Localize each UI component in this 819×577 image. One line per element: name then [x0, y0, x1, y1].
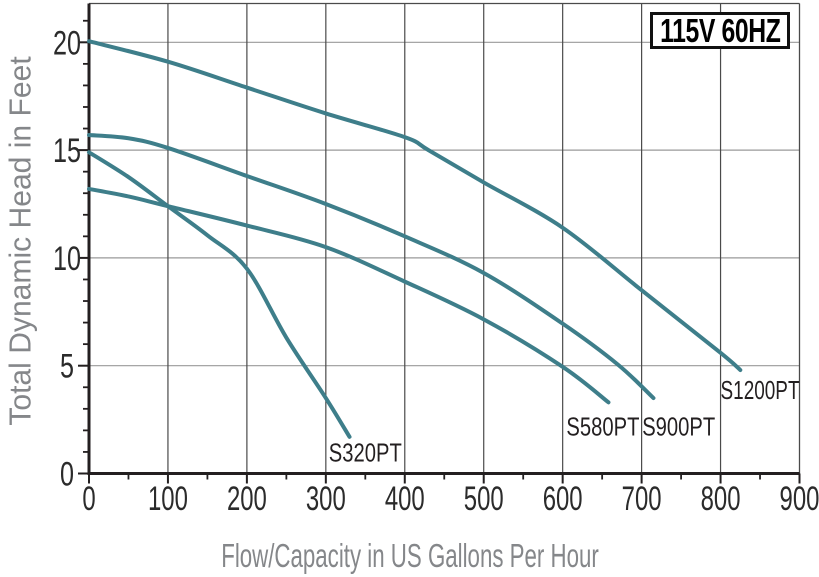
y-tick-label: 5: [60, 348, 74, 386]
y-tick-label: 10: [53, 240, 81, 278]
x-tick-label: 100: [148, 480, 188, 518]
pump-curve-S900PT: [87, 133, 656, 401]
x-tick-label: 700: [622, 480, 662, 518]
y-tick-label: 20: [53, 24, 81, 62]
curve-label-S900PT: S900PT: [642, 412, 715, 442]
pump-curve-S320PT: [87, 150, 352, 439]
x-tick-label: 300: [306, 480, 346, 518]
x-tick-label: 0: [82, 480, 95, 518]
x-tick-label: 600: [543, 480, 583, 518]
y-tick-label: 15: [53, 132, 81, 170]
voltage-frequency-label: 115V 60HZ: [659, 12, 781, 49]
curve-label-S1200PT: S1200PT: [721, 375, 800, 405]
x-axis-title: Flow/Capacity in US Gallons Per Hour: [221, 537, 599, 574]
x-tick-label: 400: [385, 480, 425, 518]
voltage-frequency-badge: 115V 60HZ: [650, 12, 790, 49]
curve-label-S320PT: S320PT: [329, 437, 402, 467]
y-axis-title: Total Dynamic Head in Feet: [2, 56, 38, 426]
pump-curve-S1200PT: [87, 39, 743, 373]
x-tick-label: 500: [464, 480, 504, 518]
y-tick-label: 0: [60, 456, 74, 494]
curve-label-S580PT: S580PT: [566, 412, 639, 442]
x-tick-label: 200: [227, 480, 267, 518]
x-tick-label: 800: [701, 480, 741, 518]
pump-curve-S580PT: [87, 186, 611, 405]
x-tick-label: 900: [780, 480, 819, 518]
